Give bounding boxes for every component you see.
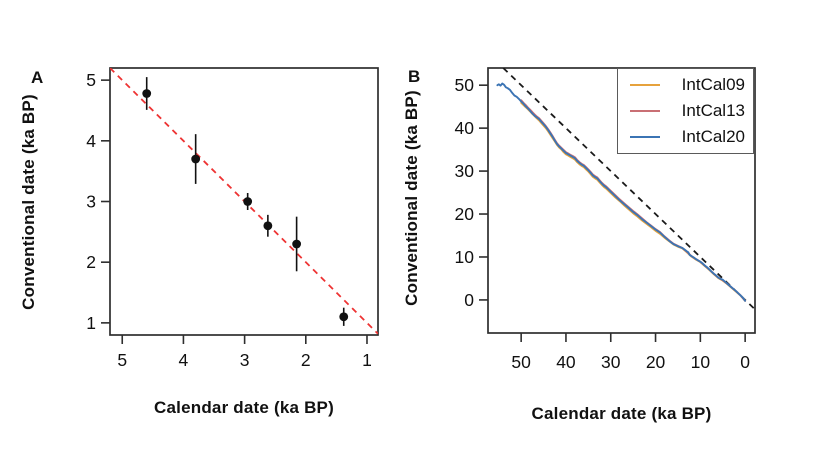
- x-tick-label: 10: [691, 352, 711, 372]
- y-tick-label: 10: [455, 247, 475, 267]
- panel-b-x-axis-title: Calendar date (ka BP): [531, 404, 712, 423]
- panel-a-letter: A: [31, 68, 44, 87]
- identity-line: [502, 68, 755, 311]
- x-tick-label: 5: [117, 350, 127, 370]
- y-tick-label: 3: [86, 192, 96, 212]
- panel-b-legend: IntCal09 IntCal13 IntCal20: [617, 68, 754, 154]
- x-tick-label: 40: [556, 352, 576, 372]
- y-tick-label: 30: [455, 161, 475, 181]
- panel-a-x-axis-title: Calendar date (ka BP): [154, 398, 334, 417]
- legend-label-intcal20: IntCal20: [681, 127, 745, 146]
- data-point: [292, 239, 302, 249]
- panel-a-plot-area: 5 4 3 2 1 1 2 3 4 5: [86, 67, 379, 370]
- data-point: [263, 221, 273, 231]
- y-tick-label: 5: [86, 70, 96, 90]
- intcal09-line-swatch: [630, 83, 660, 87]
- y-tick-label: 50: [455, 75, 475, 95]
- x-tick-label: 50: [511, 352, 531, 372]
- x-tick-label: 4: [179, 350, 189, 370]
- y-tick-label: 40: [455, 118, 475, 138]
- x-tick-label: 30: [601, 352, 621, 372]
- x-tick-label: 2: [301, 350, 311, 370]
- y-tick-label: 4: [86, 131, 96, 151]
- intcal20-line-swatch: [630, 135, 660, 139]
- x-tick-label: 0: [740, 352, 750, 372]
- legend-row-intcal20: IntCal20: [630, 126, 745, 148]
- data-point: [339, 312, 349, 322]
- data-point: [142, 89, 152, 98]
- intcal13-line-swatch: [630, 109, 660, 113]
- data-point: [243, 197, 253, 206]
- x-tick-label: 20: [646, 352, 666, 372]
- legend-row-intcal09: IntCal09: [630, 74, 745, 96]
- legend-label-intcal09: IntCal09: [681, 75, 745, 94]
- panel-b-y-axis-title: Conventional date (ka BP): [402, 90, 421, 306]
- data-point: [191, 154, 201, 164]
- panel-b-plot-area: 50 40 30 20 10 0 0 10 20 30 40 50: [455, 67, 756, 372]
- x-tick-label: 3: [240, 350, 250, 370]
- series-line-intcal20: [496, 82, 747, 302]
- y-tick-label: 1: [86, 313, 96, 333]
- y-tick-label: 20: [455, 204, 475, 224]
- panel-b-letter: B: [408, 67, 421, 86]
- x-tick-label: 1: [362, 350, 372, 370]
- legend-row-intcal13: IntCal13: [630, 100, 745, 122]
- y-tick-label: 2: [86, 252, 96, 272]
- panel-a-y-axis-title: Conventional date (ka BP): [19, 94, 38, 310]
- y-tick-label: 0: [464, 290, 474, 310]
- legend-label-intcal13: IntCal13: [681, 101, 745, 120]
